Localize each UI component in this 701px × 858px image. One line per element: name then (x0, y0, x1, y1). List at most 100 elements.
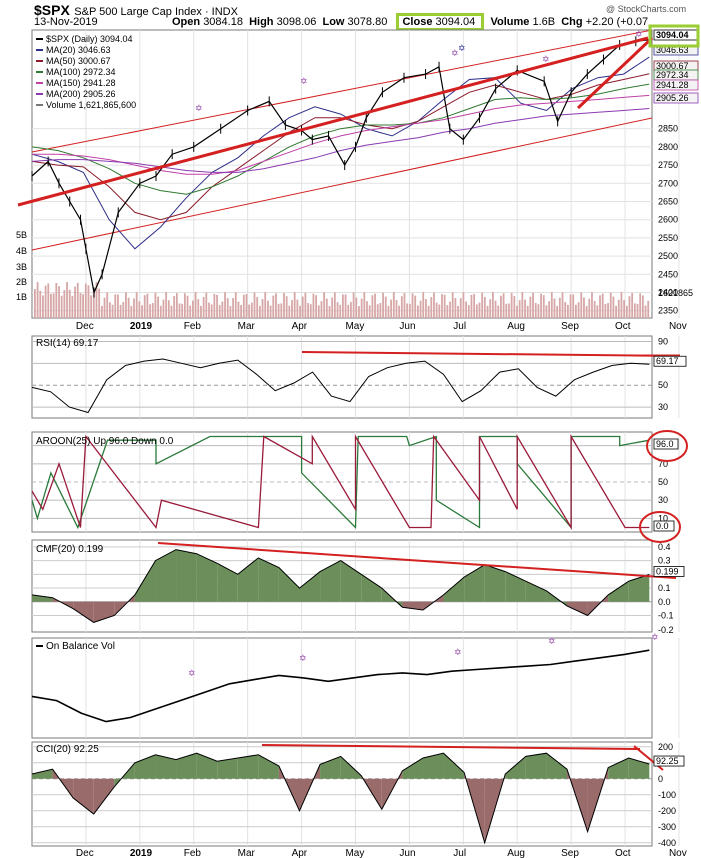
volume-bar (58, 286, 60, 318)
volume-bar (66, 282, 68, 318)
volume-bar (106, 292, 109, 318)
volume-bar (379, 303, 382, 318)
cmf-extra-tick: -0.2 (658, 625, 674, 635)
volume-bar (307, 303, 309, 318)
volume-bar (162, 299, 165, 318)
close-highlight-box (648, 24, 700, 48)
rsi-value-label: 69.17 (656, 356, 679, 366)
volume-bar (564, 302, 567, 318)
cci-area-seg (608, 758, 629, 779)
price-y-tick: 2450 (658, 269, 678, 279)
chart-symbol: $SPX S&P 500 Large Cap Index · INDX (34, 2, 238, 20)
volume-bar (481, 292, 484, 318)
x-tick-label: Aug (507, 321, 525, 332)
price-value-label: 2941.28 (656, 80, 689, 90)
star-marker: ✡ (635, 29, 643, 39)
volume-bar (103, 297, 106, 318)
volume-bar (516, 305, 518, 318)
volume-bar (63, 290, 66, 318)
volume-bar (192, 300, 194, 318)
cmf-area-seg (546, 590, 567, 606)
price-y-tick: 2650 (658, 196, 678, 206)
volume-bar (344, 294, 347, 318)
volume-bar (387, 305, 390, 318)
volume-bar (478, 302, 481, 318)
volume-bar (414, 295, 417, 318)
volume-bar (194, 292, 197, 318)
price-y-tick: 2400 (658, 288, 678, 298)
volume-bar (435, 302, 438, 318)
x-tick-label: Jul (453, 321, 466, 332)
high-label: High (249, 16, 274, 28)
volume-bar (283, 293, 285, 318)
volume-bar (213, 293, 216, 318)
volume-bar (526, 305, 529, 318)
x-tick-label: Feb (184, 321, 202, 332)
volume-bar (224, 292, 226, 318)
volume-bar (277, 303, 280, 318)
volume-bar (280, 303, 283, 318)
rsi-y-tick: 50 (658, 380, 668, 390)
cmf-y-tick: 0.1 (658, 583, 671, 593)
volume-bar (395, 300, 398, 318)
cci-trend-line (261, 744, 641, 750)
volume-bar (588, 298, 591, 318)
volume-bar (272, 295, 275, 318)
cci-y-tick: -100 (658, 790, 676, 800)
price-value-label: 3000.67 (656, 61, 689, 71)
cci-area-seg (443, 753, 465, 779)
volume-bar (143, 295, 146, 318)
volume-bar (323, 292, 326, 318)
cmf-area-seg (340, 560, 362, 602)
volume-bar (342, 294, 344, 318)
cmf-area-seg (196, 553, 218, 602)
cci-y-tick: -400 (658, 838, 676, 848)
volume-bar (76, 282, 79, 318)
open-value: 3084.18 (203, 16, 243, 28)
volume-bar (599, 295, 601, 318)
obv-star-marker: ✡ (188, 668, 196, 678)
volume-bar (513, 296, 516, 318)
volume-bar (240, 305, 243, 318)
volume-bar (631, 292, 634, 318)
cci-area-seg (546, 753, 567, 779)
volume-bar (68, 289, 71, 318)
legend-entry: Volume 1,621,865,600 (46, 100, 136, 110)
cci-y-tick: -200 (658, 806, 676, 816)
rsi-line (31, 358, 650, 414)
cci-x-tick-label: 2019 (130, 848, 153, 858)
rsi-value-box (653, 355, 687, 367)
volume-bar (264, 292, 267, 318)
aroon-up-value: 96.0 (656, 439, 674, 449)
volume-bar (615, 305, 617, 318)
low-value: 3078.80 (347, 16, 388, 28)
volume-bar (593, 301, 596, 318)
cmf-trend-line (157, 542, 677, 579)
volume-bar (443, 294, 446, 318)
close-label: Close (402, 16, 433, 28)
volume-bar (216, 294, 218, 318)
value-box-4 (653, 79, 699, 91)
cci-area-seg (628, 758, 650, 779)
volume-bar (167, 300, 170, 318)
volume-bar (39, 290, 42, 318)
chg-label: Chg (561, 16, 583, 28)
volume-bar (566, 304, 569, 318)
volume-value: 1.6B (532, 16, 556, 28)
volume-bar (475, 304, 478, 318)
ohlc-line: Open 3084.18 High 3098.06 Low 3078.80 Cl… (172, 13, 648, 31)
volume-bar (575, 304, 577, 318)
volume-bar (267, 300, 269, 318)
cmf-area-seg (134, 560, 156, 602)
volume-bar (596, 305, 599, 318)
volume-bar (451, 292, 454, 318)
volume-bar (151, 302, 154, 318)
volume-bar (548, 301, 551, 318)
volume-bar (135, 292, 138, 318)
volume-bar (175, 293, 178, 318)
volume-bar (591, 292, 593, 318)
x-tick-label: Oct (615, 321, 631, 332)
x-tick-label: Jun (399, 321, 415, 332)
x-tick-label: 2019 (130, 321, 153, 332)
star-marker: ✡ (300, 76, 308, 86)
